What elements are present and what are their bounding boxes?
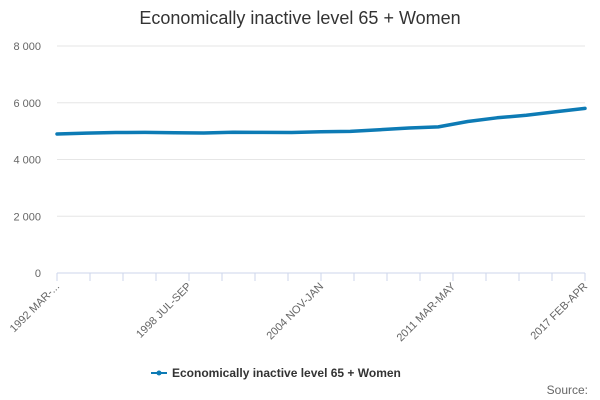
series-group	[55, 106, 587, 136]
x-tick-label: 1992 MAR-...	[8, 281, 62, 335]
y-tick-label: 6 000	[13, 98, 41, 110]
x-tick-label: 2011 MAR-MAY	[395, 280, 459, 344]
y-tick-label: 0	[35, 268, 41, 280]
series-line	[55, 106, 587, 136]
chart-title: Economically inactive level 65 + Women	[139, 8, 460, 28]
source-label: Source:	[547, 383, 588, 397]
y-tick-label: 4 000	[13, 155, 41, 167]
legend-label: Economically inactive level 65 + Women	[172, 366, 401, 380]
y-tick-label: 8 000	[13, 41, 41, 53]
x-axis: 1992 MAR-... 1998 JUL-SEP 2004 NOV-JAN 2011…	[8, 272, 590, 344]
x-tick-label: 2017 FEB-APR	[528, 281, 590, 343]
y-tick-label: 2 000	[13, 211, 41, 223]
grid-lines	[57, 45, 585, 274]
y-axis-ticks: 0 2 000 4 000 6 000 8 000	[13, 41, 41, 280]
x-tick-label: 2004 NOV-JAN	[264, 281, 326, 343]
legend[interactable]: Economically inactive level 65 + Women	[151, 366, 401, 380]
legend-marker-icon	[156, 370, 162, 376]
x-tick-label: 1998 JUL-SEP	[134, 281, 194, 341]
